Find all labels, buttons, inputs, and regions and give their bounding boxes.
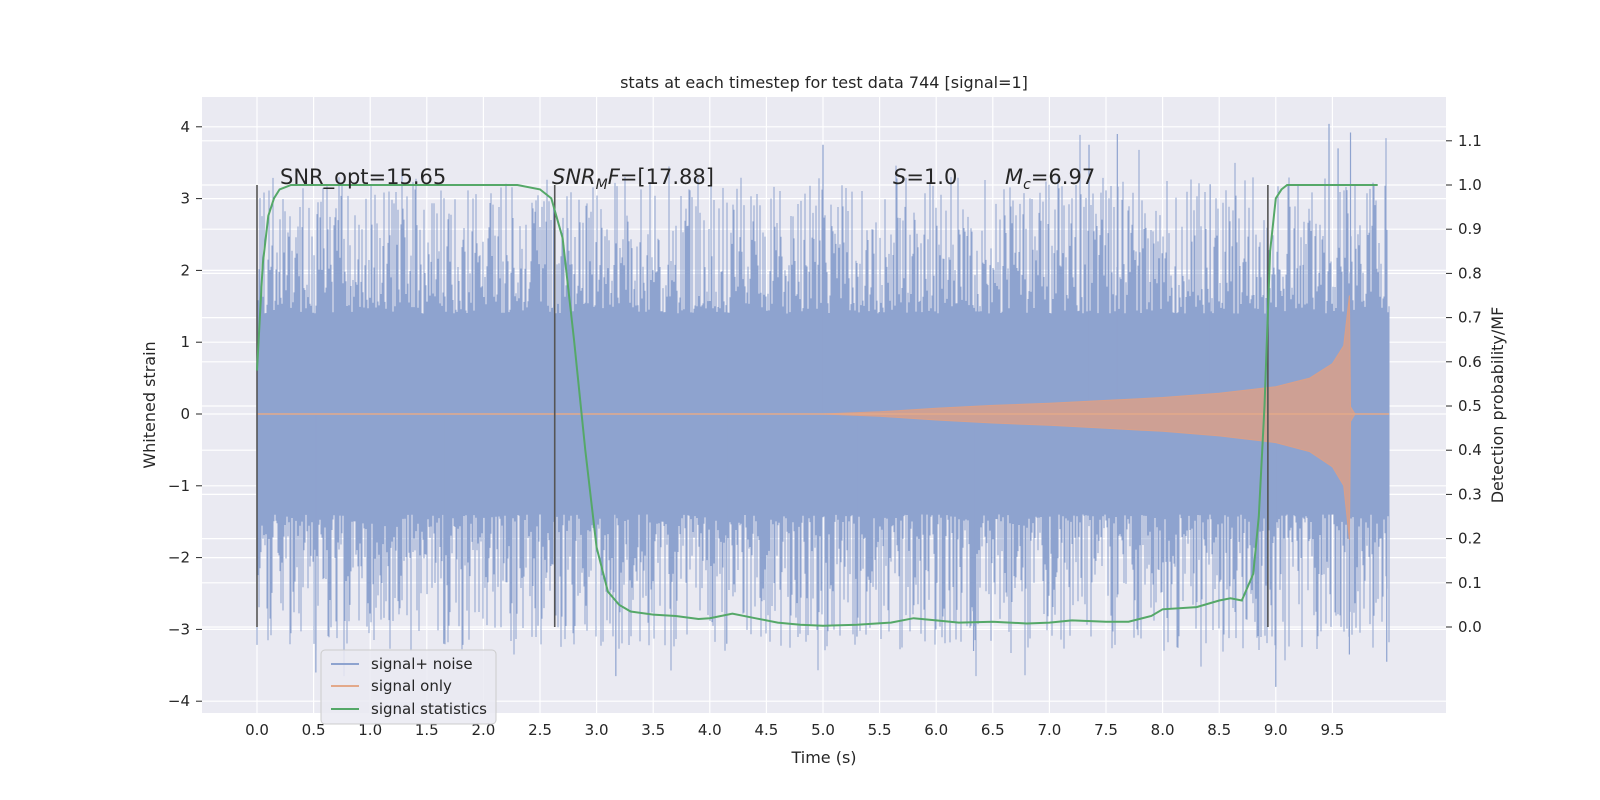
x-tick-label: 3.5 [641, 721, 665, 739]
y-tick-label: 0 [180, 405, 190, 423]
y-right-axis-label: Detection probability/MF [1488, 307, 1507, 504]
y-right-tick-label: 0.1 [1458, 574, 1482, 592]
x-tick-label: 8.0 [1151, 721, 1175, 739]
snr-mf-value: =[17.88] [620, 165, 714, 189]
x-tick-label: 7.5 [1094, 721, 1118, 739]
x-tick-label: 4.0 [698, 721, 722, 739]
y-right-tick-label: 0.0 [1458, 618, 1482, 636]
x-tick-label: 2.0 [471, 721, 495, 739]
y-right-tick-label: 1.0 [1458, 176, 1482, 194]
snr-mf-base: SNR [552, 165, 596, 189]
x-axis-label: Time (s) [790, 748, 856, 767]
s-annotation: S=1.0 [893, 165, 957, 189]
x-tick-label: 8.5 [1207, 721, 1231, 739]
y-right-tick-label: 0.9 [1458, 220, 1482, 238]
x-tick-label: 6.5 [981, 721, 1005, 739]
mc-symbol: M [1005, 165, 1023, 189]
snr-mf-sub: M [596, 177, 608, 193]
y-tick-label: −1 [168, 477, 190, 495]
signal-envelope [257, 295, 1389, 540]
y-tick-label: −4 [168, 692, 190, 710]
y-right-tick-label: 0.4 [1458, 441, 1482, 459]
x-tick-label: 2.5 [528, 721, 552, 739]
mc-value: =6.97 [1031, 165, 1095, 189]
x-tick-label: 5.5 [868, 721, 892, 739]
s-symbol: S [893, 165, 906, 189]
x-tick-label: 4.5 [754, 721, 778, 739]
y-axis-ticks: 4 3 2 1 0 −1 −2 −3 −4 [168, 118, 202, 710]
y-right-tick-label: 0.2 [1458, 530, 1482, 548]
x-tick-label: 5.0 [811, 721, 835, 739]
y-tick-label: −2 [168, 549, 190, 567]
x-tick-label: 6.0 [924, 721, 948, 739]
y-axis-label: Whitened strain [140, 341, 159, 468]
chart-title: stats at each timestep for test data 744… [620, 73, 1028, 92]
vertical-markers [256, 185, 1269, 627]
signal-statistics-line [256, 184, 1378, 627]
s-value: =1.0 [906, 165, 957, 189]
legend-label-stats: signal statistics [371, 700, 487, 718]
snr-mf-tail: F [608, 165, 621, 189]
y-right-tick-label: 0.3 [1458, 485, 1482, 503]
mc-annotation: Mc=6.97 [1005, 165, 1095, 193]
snr-opt-annotation: SNR_opt=15.65 [280, 165, 446, 190]
legend-box [320, 649, 497, 725]
x-tick-label: 0.0 [245, 721, 269, 739]
x-axis-ticks: 0.0 0.5 1.0 1.5 2.0 2.5 3.0 3.5 4.0 4.5 5.0 5.5 6.0 6… [245, 721, 1344, 739]
x-tick-label: 0.5 [302, 721, 326, 739]
x-tick-label: 1.5 [415, 721, 439, 739]
y-right-tick-label: 0.5 [1458, 397, 1482, 415]
mc-sub: c [1023, 177, 1031, 193]
legend-label-signal: signal only [371, 677, 452, 695]
y-tick-label: 2 [180, 261, 190, 279]
x-tick-label: 7.0 [1037, 721, 1061, 739]
y-right-tick-label: 0.6 [1458, 353, 1482, 371]
y-right-axis-ticks: 1.1 1.0 0.9 0.8 0.7 0.6 0.5 0.4 0.3 0.2 0.1 0.0 [1446, 132, 1482, 636]
x-tick-label: 1.0 [358, 721, 382, 739]
x-tick-label: 9.0 [1264, 721, 1288, 739]
legend: signal+ noise signal only signal statist… [320, 649, 497, 725]
snr-mf-annotation: SNRMF=[17.88] [552, 165, 714, 193]
y-tick-label: −3 [168, 620, 190, 638]
y-tick-label: 4 [180, 118, 190, 136]
y-right-tick-label: 0.8 [1458, 264, 1482, 282]
x-tick-label: 3.0 [585, 721, 609, 739]
y-tick-label: 1 [180, 333, 190, 351]
y-right-tick-label: 0.7 [1458, 309, 1482, 327]
y-right-tick-label: 1.1 [1458, 132, 1482, 150]
y-tick-label: 3 [180, 190, 190, 208]
legend-label-noise: signal+ noise [371, 655, 473, 673]
x-tick-label: 9.5 [1320, 721, 1344, 739]
signal-only-series [257, 295, 1389, 540]
